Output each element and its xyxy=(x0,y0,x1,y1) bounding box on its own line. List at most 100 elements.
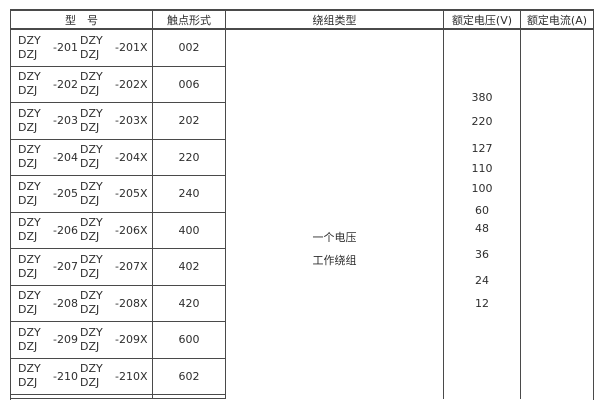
header-rated-current: 额定电流(A) xyxy=(521,11,593,30)
model-prefix: DZJ xyxy=(80,84,100,98)
model-prefix: DZJ xyxy=(80,303,100,317)
model-prefix: DZJ xyxy=(80,376,100,390)
model-group-right: DZY DZJ -201X xyxy=(80,34,148,62)
model-suffix: -203X xyxy=(115,114,148,128)
model-group-left: DZY DZJ -206 xyxy=(18,216,80,244)
contact-form-cell: 220 xyxy=(153,139,226,176)
model-prefix: DZJ xyxy=(18,376,38,390)
contact-form-cell: 602 xyxy=(153,358,226,395)
model-group-left: DZY DZJ -201 xyxy=(18,34,80,62)
winding-type-line-2: 工作绕组 xyxy=(312,254,357,267)
contact-form-cell: 600 xyxy=(153,322,226,359)
model-prefix: DZJ xyxy=(80,266,100,280)
model-suffix: -201X xyxy=(115,41,148,55)
model-group-left: DZY DZJ -202 xyxy=(18,70,80,98)
model-group-right: DZY DZJ -208X xyxy=(80,289,148,317)
voltage-value: 380 xyxy=(471,91,493,104)
model-cell: DZY DZJ -210 DZY DZJ -210X xyxy=(11,358,153,395)
model-group-left: DZY DZJ -203 xyxy=(18,107,80,135)
model-cell: DZY DZJ -208 DZY DZJ -208X xyxy=(11,285,153,322)
model-prefix-stack: DZY DZJ xyxy=(18,70,50,98)
model-group-right: DZY DZJ -203X xyxy=(80,107,148,135)
model-prefix-stack: DZY DZJ xyxy=(18,289,50,317)
model-cell: DZY DZJ -206 DZY DZJ -206X xyxy=(11,212,153,249)
model-prefix: DZY xyxy=(18,143,41,157)
model-group-left: DZY DZJ -209 xyxy=(18,326,80,354)
model-prefix: DZJ xyxy=(18,339,38,353)
model-prefix: DZY xyxy=(80,362,103,376)
model-cell: DZY DZJ -203 DZY DZJ -203X xyxy=(11,103,153,140)
voltage-value: 100 xyxy=(471,182,493,195)
model-prefix: DZJ xyxy=(18,157,38,171)
winding-type-cell: 一个电压 工作绕组 xyxy=(226,30,444,399)
partial-row-model-cell xyxy=(11,395,153,399)
model-group-left: DZY DZJ -208 xyxy=(18,289,80,317)
model-prefix-stack: DZY DZJ xyxy=(18,34,50,62)
model-suffix: -209X xyxy=(115,333,148,347)
model-prefix: DZJ xyxy=(80,157,100,171)
model-suffix: -207X xyxy=(115,260,148,274)
contact-form-cell: 006 xyxy=(153,66,226,103)
model-prefix: DZY xyxy=(18,325,41,339)
model-prefix: DZY xyxy=(80,216,103,230)
model-prefix-stack: DZY DZJ xyxy=(18,180,50,208)
model-prefix: DZJ xyxy=(18,47,38,61)
voltage-value: 127 xyxy=(471,142,493,155)
model-prefix: DZY xyxy=(18,33,41,47)
model-suffix: -205 xyxy=(53,187,78,201)
model-prefix: DZY xyxy=(80,33,103,47)
model-group-right: DZY DZJ -204X xyxy=(80,143,148,171)
model-group-right: DZY DZJ -205X xyxy=(80,180,148,208)
voltage-value: 220 xyxy=(471,115,493,128)
model-suffix: -206 xyxy=(53,223,78,237)
model-group-right: DZY DZJ -210X xyxy=(80,362,148,390)
header-model: 型 号 xyxy=(11,11,153,30)
contact-form-cell: 202 xyxy=(153,103,226,140)
model-suffix: -204 xyxy=(53,150,78,164)
header-winding-type: 绕组类型 xyxy=(226,11,444,30)
model-prefix: DZJ xyxy=(18,266,38,280)
model-prefix: DZJ xyxy=(80,47,100,61)
model-prefix-stack: DZY DZJ xyxy=(18,216,50,244)
contact-form-cell: 002 xyxy=(153,30,226,67)
header-contact-form: 触点形式 xyxy=(153,11,226,30)
model-group-left: DZY DZJ -204 xyxy=(18,143,80,171)
model-cell: DZY DZJ -201 DZY DZJ -201X xyxy=(11,30,153,67)
model-suffix: -208X xyxy=(115,296,148,310)
model-prefix: DZY xyxy=(80,179,103,193)
voltage-value: 24 xyxy=(475,274,489,287)
model-prefix-stack: DZY DZJ xyxy=(18,326,50,354)
model-cell: DZY DZJ -202 DZY DZJ -202X xyxy=(11,66,153,103)
contact-form-cell: 400 xyxy=(153,212,226,249)
model-prefix: DZY xyxy=(18,362,41,376)
model-suffix: -206X xyxy=(115,223,148,237)
partial-row-contact-cell xyxy=(153,395,226,399)
contact-form-cell: 420 xyxy=(153,285,226,322)
model-group-left: DZY DZJ -207 xyxy=(18,253,80,281)
model-prefix: DZJ xyxy=(80,339,100,353)
contact-form-cell: 240 xyxy=(153,176,226,213)
model-prefix: DZY xyxy=(80,252,103,266)
model-prefix: DZJ xyxy=(80,120,100,134)
model-group-left: DZY DZJ -205 xyxy=(18,180,80,208)
model-prefix-stack: DZY DZJ xyxy=(80,326,112,354)
model-prefix-stack: DZY DZJ xyxy=(80,180,112,208)
model-prefix: DZJ xyxy=(80,230,100,244)
voltage-value: 48 xyxy=(475,222,489,235)
model-prefix: DZY xyxy=(80,325,103,339)
model-suffix: -203 xyxy=(53,114,78,128)
model-group-left: DZY DZJ -210 xyxy=(18,362,80,390)
model-prefix-stack: DZY DZJ xyxy=(80,253,112,281)
model-prefix: DZY xyxy=(18,106,41,120)
model-group-right: DZY DZJ -207X xyxy=(80,253,148,281)
model-prefix: DZY xyxy=(80,106,103,120)
winding-type-line-1: 一个电压 xyxy=(312,231,357,244)
model-prefix: DZJ xyxy=(18,120,38,134)
model-prefix: DZY xyxy=(18,252,41,266)
model-prefix-stack: DZY DZJ xyxy=(80,289,112,317)
model-prefix-stack: DZY DZJ xyxy=(80,143,112,171)
model-prefix: DZY xyxy=(18,289,41,303)
voltage-value: 36 xyxy=(475,248,489,261)
model-cell: DZY DZJ -209 DZY DZJ -209X xyxy=(11,322,153,359)
model-prefix-stack: DZY DZJ xyxy=(80,216,112,244)
